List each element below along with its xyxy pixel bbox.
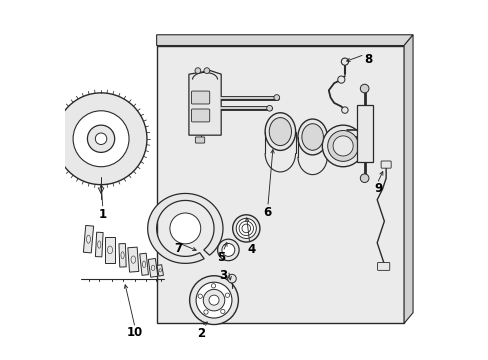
Circle shape xyxy=(341,107,347,113)
Text: 6: 6 xyxy=(263,206,271,219)
Text: 7: 7 xyxy=(174,242,182,255)
Circle shape xyxy=(196,282,231,318)
Circle shape xyxy=(217,239,239,261)
Polygon shape xyxy=(83,225,93,253)
Circle shape xyxy=(227,274,236,283)
Circle shape xyxy=(341,58,348,65)
Polygon shape xyxy=(148,258,158,277)
Circle shape xyxy=(87,125,115,152)
Text: 5: 5 xyxy=(217,251,225,264)
Circle shape xyxy=(232,215,260,242)
Polygon shape xyxy=(156,35,412,45)
Circle shape xyxy=(189,276,238,324)
Text: 3: 3 xyxy=(219,269,226,282)
Circle shape xyxy=(332,136,352,156)
Circle shape xyxy=(208,295,219,305)
Circle shape xyxy=(236,219,256,238)
Ellipse shape xyxy=(269,118,291,145)
Polygon shape xyxy=(119,244,126,267)
Circle shape xyxy=(220,309,224,314)
Circle shape xyxy=(360,174,368,183)
Text: 10: 10 xyxy=(127,326,143,339)
Polygon shape xyxy=(127,247,139,272)
Polygon shape xyxy=(157,265,163,276)
FancyBboxPatch shape xyxy=(380,161,390,168)
Circle shape xyxy=(322,125,363,167)
Polygon shape xyxy=(147,193,223,264)
Circle shape xyxy=(203,310,208,314)
Circle shape xyxy=(55,93,147,185)
Circle shape xyxy=(225,293,229,297)
Circle shape xyxy=(203,68,209,73)
Text: 8: 8 xyxy=(364,53,371,66)
Circle shape xyxy=(169,213,201,244)
Circle shape xyxy=(337,76,344,83)
Ellipse shape xyxy=(264,113,295,150)
Polygon shape xyxy=(356,105,372,162)
Ellipse shape xyxy=(297,119,326,155)
Circle shape xyxy=(95,133,106,144)
Circle shape xyxy=(222,243,234,256)
FancyBboxPatch shape xyxy=(377,262,389,270)
Polygon shape xyxy=(105,237,115,263)
Ellipse shape xyxy=(301,124,323,150)
FancyBboxPatch shape xyxy=(191,109,209,122)
Polygon shape xyxy=(156,45,403,323)
Polygon shape xyxy=(95,232,103,257)
Polygon shape xyxy=(140,253,148,275)
Circle shape xyxy=(266,105,272,111)
Text: 4: 4 xyxy=(247,243,255,256)
Circle shape xyxy=(327,131,358,161)
Circle shape xyxy=(211,284,215,288)
Polygon shape xyxy=(403,35,412,323)
Text: 2: 2 xyxy=(197,327,205,340)
Polygon shape xyxy=(188,71,221,135)
Circle shape xyxy=(195,68,201,73)
FancyBboxPatch shape xyxy=(195,137,204,143)
FancyBboxPatch shape xyxy=(191,91,209,104)
Circle shape xyxy=(360,84,368,93)
Circle shape xyxy=(73,111,129,167)
Text: 1: 1 xyxy=(99,208,107,221)
Circle shape xyxy=(273,95,279,100)
Circle shape xyxy=(203,289,224,311)
Circle shape xyxy=(198,294,202,298)
Text: 9: 9 xyxy=(374,183,382,195)
